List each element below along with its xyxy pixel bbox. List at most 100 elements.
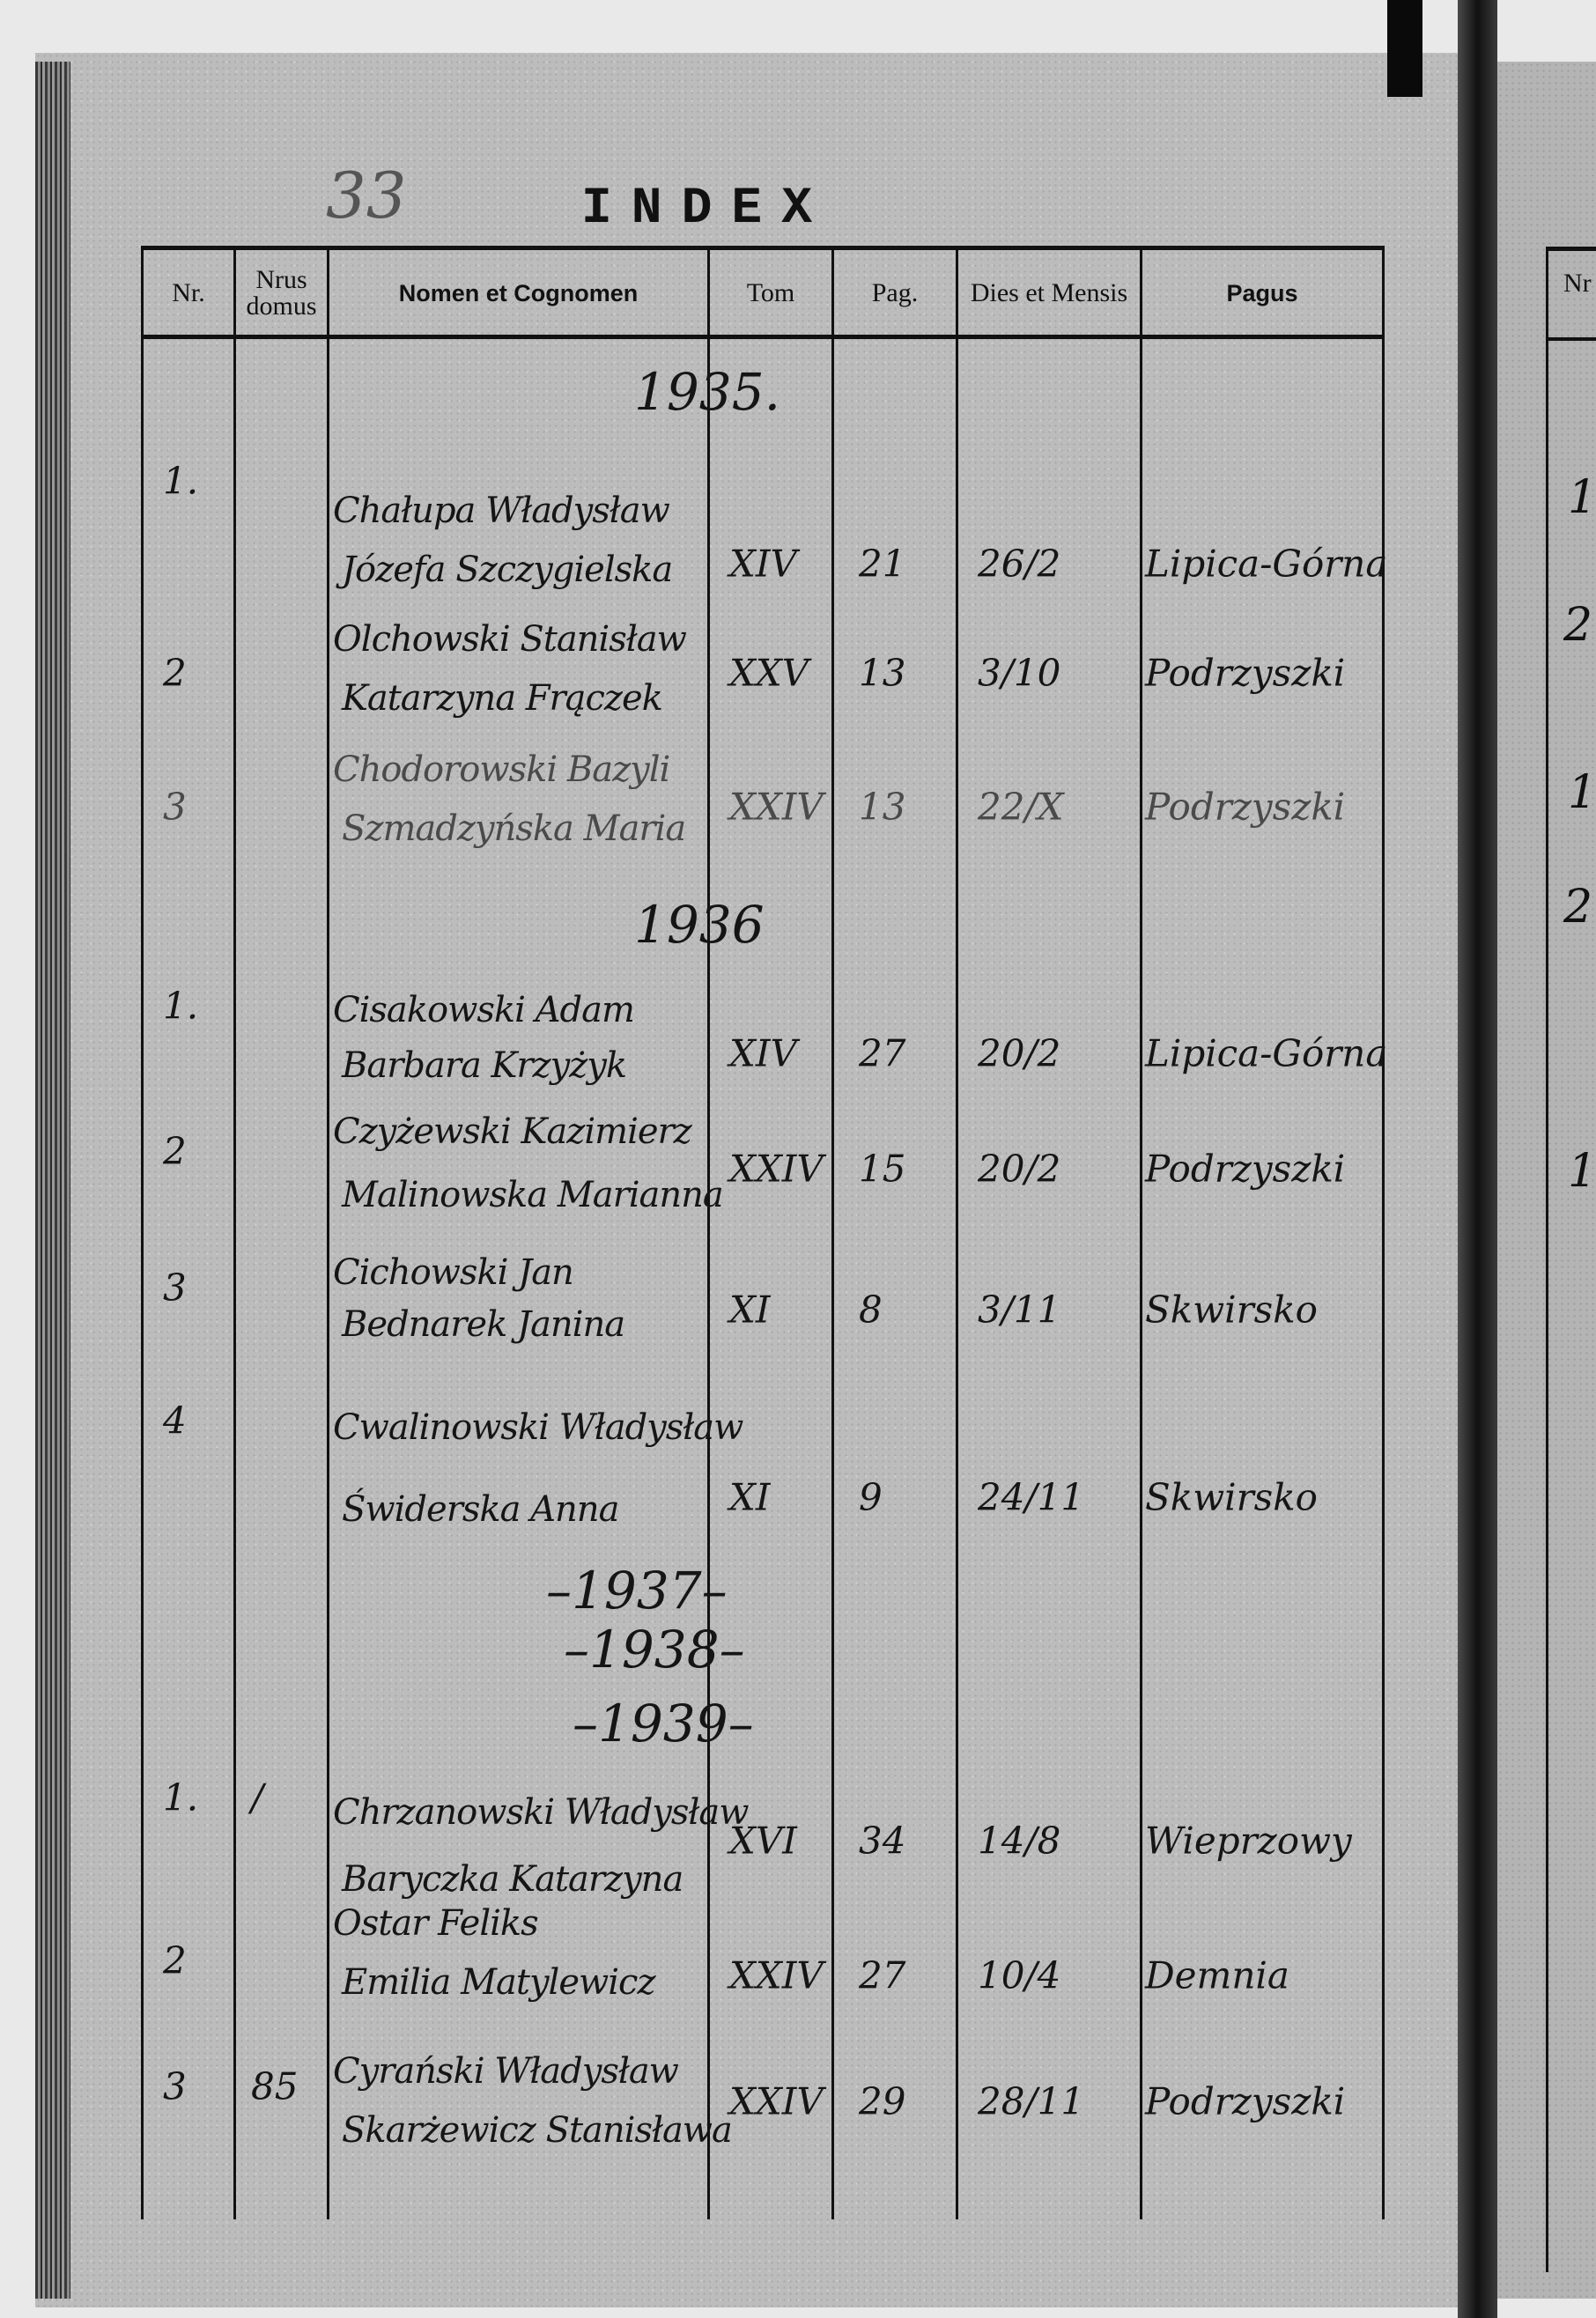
entry-dies: 24/11 xyxy=(978,1475,1085,1519)
header-pagus: Pagus xyxy=(1226,280,1298,306)
entry-nr: 2 xyxy=(163,1129,187,1173)
next-page: Nr 1 2 1 2 1 xyxy=(1497,62,1596,2299)
entry-name-secondary: Barbara Krzyżyk xyxy=(342,1045,627,1086)
ledger-page xyxy=(35,53,1462,2307)
book-gutter xyxy=(1458,0,1497,2318)
entry-dies: 22/X xyxy=(978,785,1064,829)
entry-pagus: Lipica-Górna xyxy=(1145,1031,1388,1075)
entry-pag: 13 xyxy=(859,651,906,695)
entry-nr: 3 xyxy=(163,1266,187,1310)
header-nr: Nr. xyxy=(172,278,205,307)
entry-pagus: Skwirsko xyxy=(1145,1475,1318,1519)
column-rule xyxy=(233,247,236,2219)
entry-pag: 15 xyxy=(859,1147,906,1191)
entry-tom: XIV xyxy=(729,1031,797,1075)
column-rule xyxy=(327,247,329,2219)
entry-pagus: Podrzyszki xyxy=(1145,785,1346,829)
year-heading: 1935. xyxy=(634,362,781,422)
entry-pagus: Wieprzowy xyxy=(1145,1819,1352,1863)
entry-nr: 4 xyxy=(163,1399,187,1443)
entry-name-secondary: Józefa Szczygielska xyxy=(342,550,673,590)
entry-tom: XI xyxy=(729,1288,771,1332)
table-top-rule xyxy=(141,246,1385,250)
entry-pag: 34 xyxy=(859,1819,906,1863)
entry-name-primary: Chałupa Władysław xyxy=(333,491,670,531)
entry-pagus: Skwirsko xyxy=(1145,1288,1318,1332)
entry-nr: 3 xyxy=(163,2064,187,2108)
header-tom: Tom xyxy=(746,278,795,307)
column-rule xyxy=(707,247,710,2219)
entry-pagus: Podrzyszki xyxy=(1145,2079,1346,2123)
entry-pag: 9 xyxy=(859,1475,883,1519)
header-bottom-rule xyxy=(141,335,1385,339)
entry-tom: XXIV xyxy=(729,785,824,829)
entry-dies: 20/2 xyxy=(978,1031,1061,1075)
entry-pag: 21 xyxy=(859,542,906,586)
year-heading: –1938– xyxy=(564,1620,745,1679)
entry-name-primary: Chrzanowski Władysław xyxy=(333,1792,749,1833)
entry-name-secondary: Bednarek Janina xyxy=(342,1304,625,1345)
next-page-header-line xyxy=(1546,247,1596,251)
page-edges xyxy=(35,62,70,2299)
entry-pagus: Podrzyszki xyxy=(1145,651,1346,695)
next-page-nr: 1 xyxy=(1568,471,1596,524)
entry-pag: 27 xyxy=(859,1953,906,1997)
entry-nrus-domus: / xyxy=(251,1775,264,1820)
entry-tom: XXIV xyxy=(729,1953,824,1997)
column-rule xyxy=(1140,247,1142,2219)
entry-name-primary: Cichowski Jan xyxy=(333,1252,574,1293)
entry-name-secondary: Baryczka Katarzyna xyxy=(342,1859,683,1900)
entry-name-primary: Cyrański Władysław xyxy=(333,2051,679,2092)
next-page-nr: 1 xyxy=(1568,766,1596,819)
column-rule xyxy=(141,247,144,2219)
entry-name-secondary: Malinowska Marianna xyxy=(342,1175,724,1215)
next-page-column-line xyxy=(1546,247,1548,2272)
entry-nr: 1. xyxy=(163,984,199,1028)
next-page-nr: 2 xyxy=(1563,599,1593,652)
entry-pag: 27 xyxy=(859,1031,906,1075)
next-page-nr: 2 xyxy=(1563,881,1593,934)
column-rule xyxy=(1382,247,1385,2219)
page-number: 33 xyxy=(326,159,407,233)
entry-pagus: Lipica-Górna xyxy=(1145,542,1388,586)
entry-tom: XIV xyxy=(729,542,797,586)
entry-pagus: Podrzyszki xyxy=(1145,1147,1346,1191)
entry-tom: XVI xyxy=(729,1819,797,1863)
next-page-nr-header: Nr xyxy=(1563,269,1592,298)
entry-name-primary: Chodorowski Bazyli xyxy=(333,749,670,790)
next-page-nr: 1 xyxy=(1568,1145,1596,1198)
entry-pag: 29 xyxy=(859,2079,906,2123)
entry-dies: 28/11 xyxy=(978,2079,1085,2123)
entry-name-secondary: Skarżewicz Stanisława xyxy=(342,2110,733,2151)
entry-name-primary: Olchowski Stanisław xyxy=(333,619,687,660)
entry-pagus: Demnia xyxy=(1145,1953,1289,1997)
entry-name-primary: Ostar Feliks xyxy=(333,1903,539,1944)
entry-dies: 20/2 xyxy=(978,1147,1061,1191)
entry-nrus-domus: 85 xyxy=(251,2064,299,2108)
entry-pag: 8 xyxy=(859,1288,883,1332)
entry-dies: 3/10 xyxy=(978,651,1061,695)
page-title: INDEX xyxy=(581,181,832,238)
entry-nr: 2 xyxy=(163,1938,187,1982)
header-nomen: Nomen et Cognomen xyxy=(398,280,639,306)
entry-dies: 3/11 xyxy=(978,1288,1061,1332)
entry-tom: XXIV xyxy=(729,2079,824,2123)
binding-strip xyxy=(1387,0,1422,97)
entry-name-secondary: Katarzyna Frączek xyxy=(342,678,663,719)
entry-nr: 3 xyxy=(163,785,187,829)
entry-name-secondary: Emilia Matylewicz xyxy=(342,1962,656,2003)
entry-nr: 2 xyxy=(163,651,187,695)
entry-pag: 13 xyxy=(859,785,906,829)
column-rule xyxy=(831,247,834,2219)
next-page-header-line xyxy=(1546,337,1596,341)
entry-dies: 26/2 xyxy=(978,542,1061,586)
header-dies: Dies et Mensis xyxy=(970,278,1128,307)
entry-dies: 10/4 xyxy=(978,1953,1061,1997)
entry-nr: 1. xyxy=(163,459,199,503)
entry-name-primary: Cisakowski Adam xyxy=(333,990,635,1030)
entry-name-primary: Cwalinowski Władysław xyxy=(333,1407,743,1448)
header-nrus-domus: Nrus domus xyxy=(246,265,317,321)
entry-tom: XXV xyxy=(729,651,809,695)
year-heading: 1936 xyxy=(634,895,765,955)
entry-nr: 1. xyxy=(163,1775,199,1820)
